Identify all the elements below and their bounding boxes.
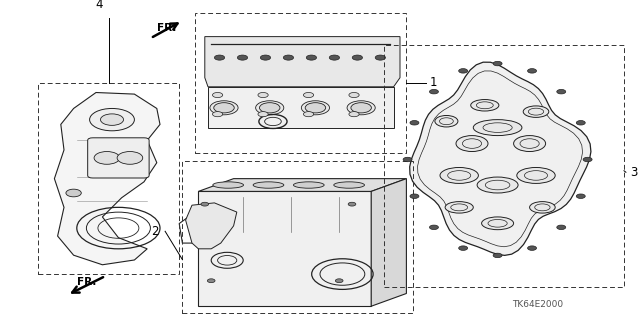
Circle shape [90, 108, 134, 131]
Ellipse shape [293, 182, 324, 188]
Circle shape [459, 246, 468, 250]
Polygon shape [186, 203, 237, 249]
Circle shape [307, 55, 317, 60]
Circle shape [527, 69, 536, 73]
Ellipse shape [514, 136, 545, 152]
Polygon shape [198, 191, 371, 306]
Circle shape [576, 194, 585, 198]
Circle shape [375, 55, 385, 60]
Circle shape [303, 93, 314, 98]
Circle shape [349, 93, 359, 98]
Circle shape [201, 202, 209, 206]
Text: 4: 4 [95, 0, 103, 11]
Ellipse shape [445, 202, 474, 213]
Circle shape [403, 157, 412, 162]
Circle shape [237, 55, 248, 60]
Circle shape [117, 152, 143, 164]
Circle shape [100, 114, 124, 125]
Bar [384, 45, 624, 287]
FancyBboxPatch shape [88, 138, 149, 178]
Text: 2: 2 [151, 225, 159, 238]
Circle shape [212, 112, 223, 117]
Ellipse shape [481, 217, 513, 230]
Text: FR.: FR. [77, 277, 96, 287]
Ellipse shape [456, 136, 488, 152]
Circle shape [348, 202, 356, 206]
Circle shape [349, 112, 359, 117]
Circle shape [301, 101, 330, 115]
Circle shape [429, 225, 438, 230]
Circle shape [429, 89, 438, 94]
Circle shape [260, 55, 271, 60]
Circle shape [284, 55, 294, 60]
Circle shape [305, 103, 326, 113]
Polygon shape [371, 179, 406, 306]
Circle shape [329, 55, 339, 60]
Ellipse shape [212, 182, 244, 188]
Circle shape [94, 152, 120, 164]
Ellipse shape [517, 167, 556, 183]
Circle shape [255, 101, 284, 115]
Ellipse shape [524, 106, 548, 117]
Ellipse shape [440, 167, 479, 183]
Circle shape [258, 93, 268, 98]
Circle shape [303, 112, 314, 117]
Text: 3: 3 [630, 166, 637, 179]
Text: TK64E2000: TK64E2000 [512, 300, 563, 309]
Ellipse shape [471, 100, 499, 111]
FancyBboxPatch shape [208, 87, 394, 128]
Circle shape [210, 101, 238, 115]
Circle shape [352, 55, 362, 60]
Polygon shape [205, 37, 400, 87]
Circle shape [493, 61, 502, 66]
Ellipse shape [474, 120, 522, 136]
Circle shape [557, 225, 566, 230]
Circle shape [66, 189, 81, 197]
Circle shape [212, 93, 223, 98]
Ellipse shape [529, 202, 555, 213]
Circle shape [347, 101, 375, 115]
Ellipse shape [477, 177, 518, 193]
Text: FR.: FR. [157, 23, 176, 33]
Ellipse shape [334, 182, 365, 188]
Circle shape [583, 157, 592, 162]
Circle shape [335, 279, 343, 283]
Ellipse shape [435, 115, 458, 127]
Circle shape [259, 103, 280, 113]
Circle shape [576, 121, 585, 125]
Circle shape [410, 194, 419, 198]
Circle shape [493, 253, 502, 258]
Polygon shape [54, 93, 160, 265]
Circle shape [351, 103, 371, 113]
Circle shape [459, 69, 468, 73]
Bar [38, 83, 179, 274]
Circle shape [207, 279, 215, 283]
Ellipse shape [253, 182, 284, 188]
Circle shape [557, 89, 566, 94]
Polygon shape [410, 62, 591, 256]
Circle shape [214, 55, 225, 60]
Circle shape [527, 246, 536, 250]
Bar [182, 161, 413, 313]
Circle shape [258, 112, 268, 117]
Polygon shape [198, 179, 406, 191]
Circle shape [410, 121, 419, 125]
Text: 1: 1 [430, 77, 438, 89]
Circle shape [214, 103, 234, 113]
Bar [195, 13, 406, 153]
